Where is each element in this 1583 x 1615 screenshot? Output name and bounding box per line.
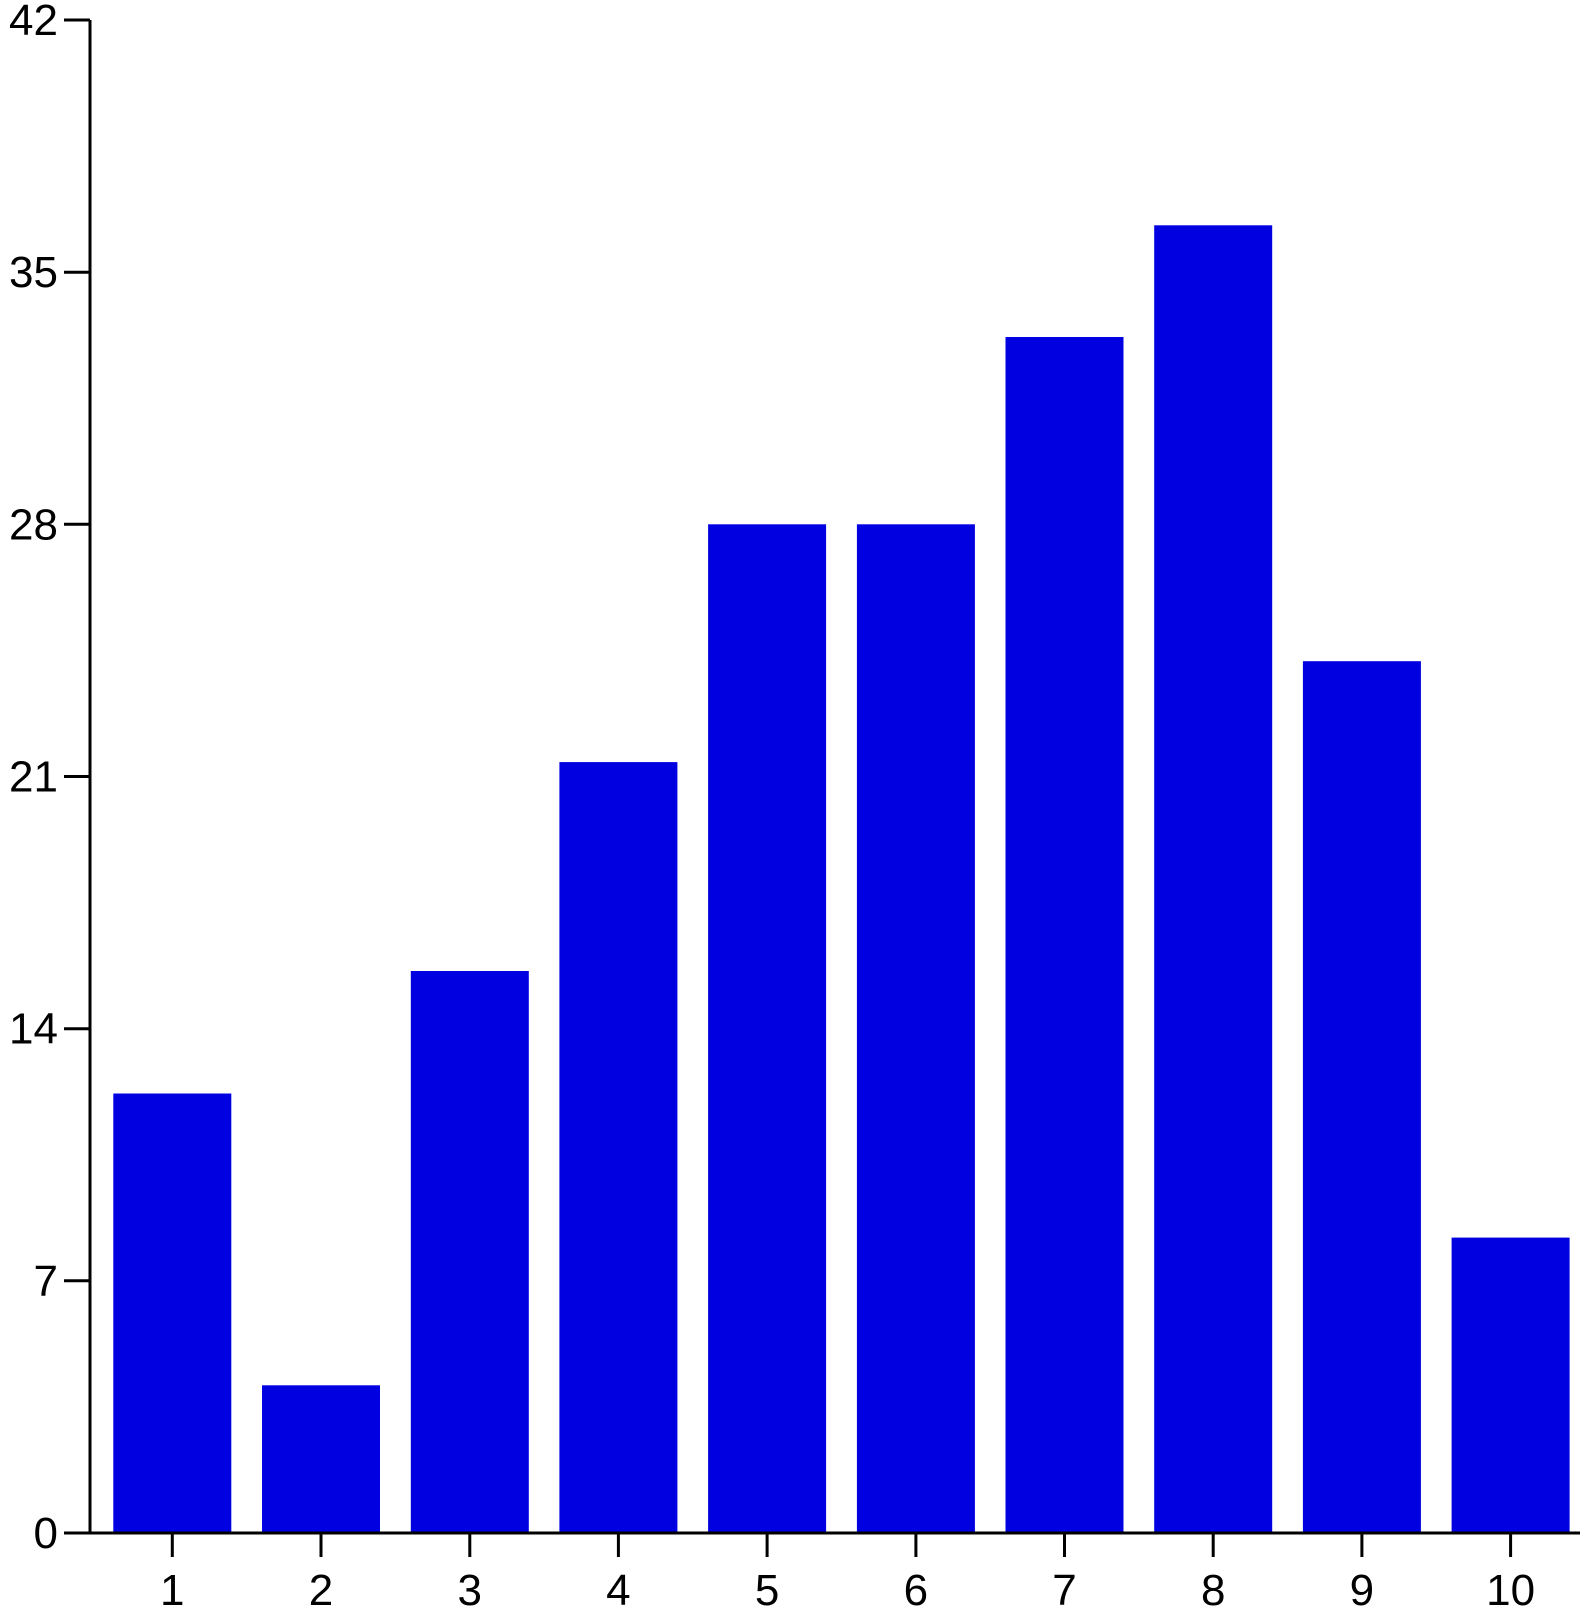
- x-tick-label-5: 5: [755, 1566, 779, 1615]
- x-tick-label-7: 7: [1052, 1566, 1076, 1615]
- y-tick-label-0: 0: [34, 1509, 58, 1558]
- bar-6: [856, 524, 975, 1533]
- bar-1: [113, 1093, 232, 1533]
- x-axis-ticks: 1 2 3 4 5 6 7 8 9 10: [160, 1533, 1535, 1615]
- bar-9: [1302, 661, 1421, 1533]
- bar-5: [708, 524, 827, 1533]
- bar-8: [1154, 225, 1273, 1533]
- y-axis-ticks: 0 7 14 21 28 35 42: [9, 0, 90, 1558]
- x-tick-label-10: 10: [1486, 1566, 1535, 1615]
- x-tick-label-2: 2: [309, 1566, 333, 1615]
- x-tick-label-6: 6: [904, 1566, 928, 1615]
- y-tick-label-14: 14: [9, 1005, 58, 1054]
- x-tick-label-8: 8: [1201, 1566, 1225, 1615]
- bar-3: [410, 971, 529, 1533]
- y-tick-label-21: 21: [9, 753, 58, 802]
- bar-7: [1005, 337, 1124, 1533]
- bar-4: [559, 762, 678, 1533]
- bar-2: [262, 1385, 380, 1533]
- y-tick-label-35: 35: [9, 248, 58, 297]
- x-tick-label-3: 3: [458, 1566, 482, 1615]
- y-tick-label-42: 42: [9, 0, 58, 45]
- x-tick-label-1: 1: [160, 1566, 184, 1615]
- x-tick-label-4: 4: [606, 1566, 630, 1615]
- x-tick-label-9: 9: [1350, 1566, 1374, 1615]
- bars-group: [113, 225, 1570, 1533]
- y-tick-label-28: 28: [9, 500, 58, 549]
- y-tick-label-7: 7: [34, 1257, 58, 1306]
- bar-10: [1451, 1237, 1570, 1533]
